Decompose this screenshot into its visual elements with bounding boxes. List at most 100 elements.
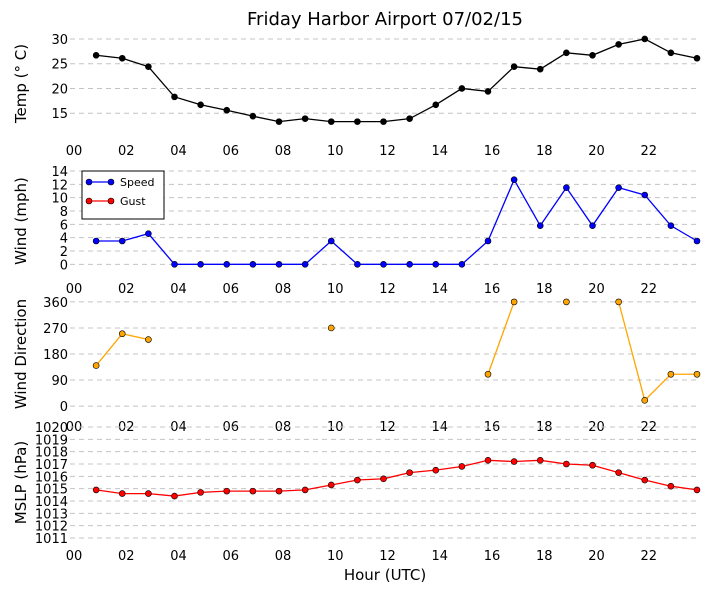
y-tick-label: 6: [60, 218, 68, 233]
data-point: [145, 230, 152, 237]
data-point: [327, 481, 335, 489]
x-tick-label: 20: [588, 549, 605, 564]
data-point: [693, 54, 701, 62]
data-point: [118, 490, 126, 497]
x-tick-label: 18: [536, 420, 553, 435]
data-point: [197, 489, 204, 496]
x-tick-label: 06: [222, 144, 239, 159]
data-point: [458, 85, 466, 92]
y-tick-label: 14: [51, 165, 68, 180]
series-line: [96, 38, 698, 123]
data-point: [92, 362, 100, 369]
x-tick-label: 10: [327, 282, 344, 297]
x-axis-label: Hour (UTC): [344, 566, 426, 584]
x-tick-label: 10: [327, 549, 344, 564]
data-point: [406, 261, 413, 268]
data-point: [432, 101, 440, 109]
data-point: [354, 261, 361, 268]
data-point: [667, 222, 675, 229]
data-point: [484, 237, 492, 245]
data-point: [458, 463, 466, 470]
data-point: [641, 191, 649, 199]
x-tick-label: 12: [379, 144, 396, 159]
x-tick-label: 18: [536, 282, 553, 297]
data-point: [693, 486, 701, 494]
x-tick-label: 20: [588, 282, 605, 297]
data-point: [510, 63, 518, 70]
data-point: [301, 486, 309, 494]
y-tick-label: 15: [51, 107, 68, 122]
y-tick-label: 180: [43, 348, 68, 363]
data-point: [615, 298, 622, 306]
x-tick-label: 04: [170, 549, 187, 564]
data-point: [197, 261, 204, 268]
y-axis-label: Wind Direction: [12, 299, 30, 409]
chart-title: Friday Harbor Airport 07/02/15: [247, 9, 523, 30]
y-tick-label: 90: [51, 374, 68, 389]
data-point: [484, 370, 492, 378]
data-point: [589, 461, 596, 469]
data-point: [92, 486, 100, 494]
y-tick-label: 1018: [35, 446, 68, 461]
data-point: [563, 298, 570, 306]
data-point: [249, 487, 257, 495]
x-tick-label: 02: [118, 549, 135, 564]
y-tick-label: 1020: [35, 421, 68, 436]
y-tick-label: 1011: [35, 532, 68, 547]
data-point: [667, 49, 675, 57]
y-axis-label: MSLP (hPa): [12, 441, 30, 524]
y-tick-label: 1019: [35, 433, 68, 448]
data-point: [484, 456, 492, 464]
y-tick-label: 0: [60, 400, 68, 415]
data-point: [327, 237, 335, 245]
y-axis-label: Wind (mph): [12, 177, 30, 265]
x-tick-label: 00: [66, 144, 83, 159]
data-point: [615, 184, 622, 191]
data-point: [197, 101, 204, 109]
data-point: [615, 41, 622, 48]
x-tick-label: 14: [431, 549, 448, 564]
data-point: [380, 475, 387, 483]
data-point: [223, 487, 231, 495]
data-point: [406, 469, 413, 476]
x-tick-label: 06: [222, 549, 239, 564]
y-tick-label: 1012: [35, 520, 68, 535]
y-axis-label: Temp (° C): [12, 44, 30, 124]
data-point: [484, 88, 492, 95]
data-point: [354, 118, 361, 125]
x-tick-label: 22: [640, 549, 657, 564]
x-tick-label: 08: [275, 282, 292, 297]
data-point: [563, 49, 570, 57]
x-tick-label: 20: [588, 144, 605, 159]
data-point: [327, 324, 335, 332]
x-tick-label: 16: [484, 144, 501, 159]
data-point: [406, 115, 413, 122]
data-point: [458, 261, 466, 268]
y-tick-label: 1013: [35, 507, 68, 522]
data-point: [693, 370, 701, 378]
x-tick-label: 12: [379, 549, 396, 564]
data-point: [327, 118, 335, 125]
x-tick-label: 00: [66, 282, 83, 297]
data-point: [249, 261, 257, 268]
series-line: [487, 301, 515, 375]
data-point: [92, 51, 100, 59]
series-line: [96, 178, 698, 265]
data-point: [693, 237, 701, 245]
data-point: [510, 176, 518, 183]
data-point: [380, 118, 387, 125]
data-point: [118, 330, 126, 338]
x-tick-label: 14: [431, 282, 448, 297]
x-tick-label: 14: [431, 144, 448, 159]
x-tick-label: 08: [275, 549, 292, 564]
x-tick-label: 22: [640, 144, 657, 159]
y-tick-label: 4: [60, 232, 68, 247]
data-point: [510, 298, 518, 306]
legend: Speed Gust: [81, 170, 165, 220]
data-point: [145, 63, 152, 70]
series-1: [92, 298, 701, 404]
data-point: [118, 54, 126, 62]
